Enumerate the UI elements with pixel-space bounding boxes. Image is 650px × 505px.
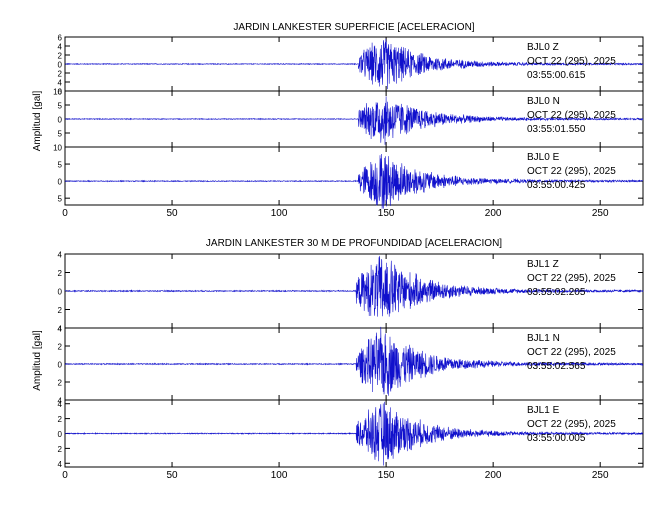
x-tick-label: 0 — [62, 208, 68, 219]
waveform-trace — [64, 326, 644, 396]
waveform-trace — [64, 153, 644, 209]
chart-title-2: JARDIN LANKESTER 30 M DE PROFUNDIDAD [AC… — [206, 238, 502, 249]
y-tick-label: 2 — [58, 70, 63, 79]
chart-group-2: JARDIN LANKESTER 30 M DE PROFUNDIDAD [AC… — [32, 238, 644, 481]
time-label: 03:55:01.550 — [527, 124, 586, 135]
y-tick-label: 4 — [58, 397, 63, 406]
time-label: 03:55:02.205 — [527, 287, 586, 298]
y-tick-label: 0 — [58, 361, 63, 370]
y-tick-label: 4 — [58, 325, 63, 334]
chart-group-1: JARDIN LANKESTER SUPERFICIE [ACELERACION… — [32, 22, 644, 219]
station-label: BJL0 Z — [527, 42, 559, 53]
channel-panel-bjl1-z: 4 2 0 2 4 BJL1 Z OCT 22 (295), 2025 03:55:02.20… — [58, 251, 644, 334]
time-label: 03:55:00.615 — [527, 70, 586, 81]
time-label: 03:55:00.005 — [527, 433, 586, 444]
time-label: 03:55:00.425 — [527, 180, 586, 191]
y-tick-label: 5 — [58, 130, 63, 139]
y-tick-label: 5 — [58, 102, 63, 111]
x-tick-label: 250 — [592, 208, 609, 219]
y-tick-label: 2 — [58, 445, 63, 454]
y-tick-label: 0 — [58, 288, 63, 297]
y-tick-label: 0 — [58, 116, 63, 125]
y-tick-label: 10 — [53, 88, 62, 97]
station-label: BJL1 E — [527, 405, 560, 416]
x-tick-label: 50 — [166, 470, 178, 481]
y-tick-label: 4 — [58, 400, 63, 409]
channel-panel-bjl1-e: 4 2 0 2 4 BJL1 E OCT 22 (295), 2025 03:55:00.00… — [58, 399, 644, 469]
date-label: OCT 22 (295), 2025 — [527, 56, 616, 67]
station-label: BJL0 E — [527, 152, 560, 163]
y-tick-label: 10 — [53, 144, 62, 153]
panel-frame — [64, 146, 644, 206]
chart-title-1: JARDIN LANKESTER SUPERFICIE [ACELERACION… — [233, 22, 474, 33]
y-tick-label: 5 — [58, 161, 63, 170]
channel-panel-bjl1-n: 4 2 0 2 4 BJL1 N OCT 22 (295), 2025 03:55:02.56… — [58, 325, 644, 406]
y-tick-label: 0 — [58, 178, 63, 187]
x-tick-label: 50 — [166, 208, 178, 219]
waveform-trace — [65, 38, 644, 90]
y-tick-label: 6 — [58, 88, 63, 97]
station-label: BJL1 Z — [527, 259, 559, 270]
y-tick-label: 4 — [58, 325, 63, 334]
y-tick-label: 0 — [58, 61, 63, 70]
y-tick-label: 4 — [58, 79, 63, 88]
y-tick-label: 2 — [58, 415, 63, 424]
waveform-trace — [64, 255, 644, 317]
y-axis-label-2: Amplitud [gal] — [32, 330, 43, 391]
y-tick-label: 2 — [58, 343, 63, 352]
y-tick-label: 2 — [58, 52, 63, 61]
x-tick-label: 0 — [62, 470, 68, 481]
x-tick-label: 100 — [271, 470, 288, 481]
y-tick-label: 0 — [58, 430, 63, 439]
date-label: OCT 22 (295), 2025 — [527, 110, 616, 121]
channel-panel-bjl0-n: 10 5 0 5 10 BJL0 N OCT 22 (295), 2025 03:55:01.… — [53, 88, 644, 153]
date-label: OCT 22 (295), 2025 — [527, 273, 616, 284]
x-tick-label: 250 — [592, 470, 609, 481]
station-label: BJL0 N — [527, 96, 560, 107]
x-tick-label: 150 — [378, 470, 395, 481]
y-tick-label: 2 — [58, 306, 63, 315]
channel-panel-bjl0-e: 5 0 5 BJL0 E OCT 22 (295), 2025 03:55:00.425 — [58, 146, 644, 209]
y-tick-label: 4 — [58, 251, 63, 260]
y-tick-label: 6 — [58, 34, 63, 43]
y-tick-label: 5 — [58, 195, 63, 204]
date-label: OCT 22 (295), 2025 — [527, 166, 616, 177]
x-tick-label: 100 — [271, 208, 288, 219]
x-tick-label: 200 — [485, 470, 502, 481]
date-label: OCT 22 (295), 2025 — [527, 347, 616, 358]
waveform-trace — [64, 96, 644, 145]
time-label: 03:55:02.565 — [527, 361, 586, 372]
x-tick-label: 150 — [378, 208, 395, 219]
waveform-trace — [64, 401, 644, 466]
y-axis-label-1: Amplitud [gal] — [32, 90, 43, 151]
y-tick-label: 4 — [58, 460, 63, 469]
y-tick-label: 4 — [58, 43, 63, 52]
date-label: OCT 22 (295), 2025 — [527, 419, 616, 430]
station-label: BJL1 N — [527, 333, 560, 344]
y-tick-label: 2 — [58, 269, 63, 278]
y-tick-label: 2 — [58, 379, 63, 388]
x-tick-label: 200 — [485, 208, 502, 219]
